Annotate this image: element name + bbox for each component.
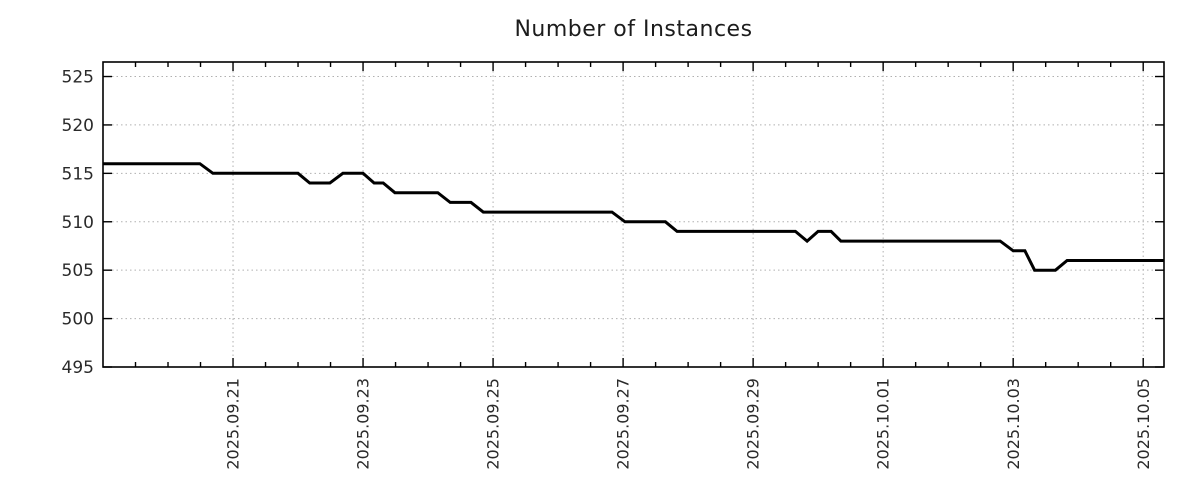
y-axis-tick-label: 525 xyxy=(62,68,94,88)
x-axis-tick-label: 2025.10.03 xyxy=(1004,378,1023,470)
x-axis-tick-label: 2025.09.29 xyxy=(744,378,763,470)
x-axis-tick-label: 2025.09.25 xyxy=(484,378,503,470)
x-axis-tick-label: 2025.09.27 xyxy=(614,378,633,470)
chart-title: Number of Instances xyxy=(514,17,753,42)
x-axis-tick-label: 2025.10.05 xyxy=(1134,378,1153,470)
y-axis-tick-label: 505 xyxy=(62,261,94,281)
y-axis-tick-label: 520 xyxy=(62,116,94,136)
x-axis-tick-label: 2025.09.21 xyxy=(224,378,243,470)
y-axis-tick-label: 495 xyxy=(62,358,94,378)
data-line-instances xyxy=(103,162,1164,272)
axis-box xyxy=(102,61,1165,368)
x-axis-tick-label: 2025.09.23 xyxy=(354,378,373,470)
x-axis-tick-label: 2025.10.01 xyxy=(874,378,893,470)
y-axis-tick-label: 500 xyxy=(62,310,94,330)
y-axis-tick-label: 515 xyxy=(62,164,94,184)
y-axis-tick-label: 510 xyxy=(62,213,94,233)
